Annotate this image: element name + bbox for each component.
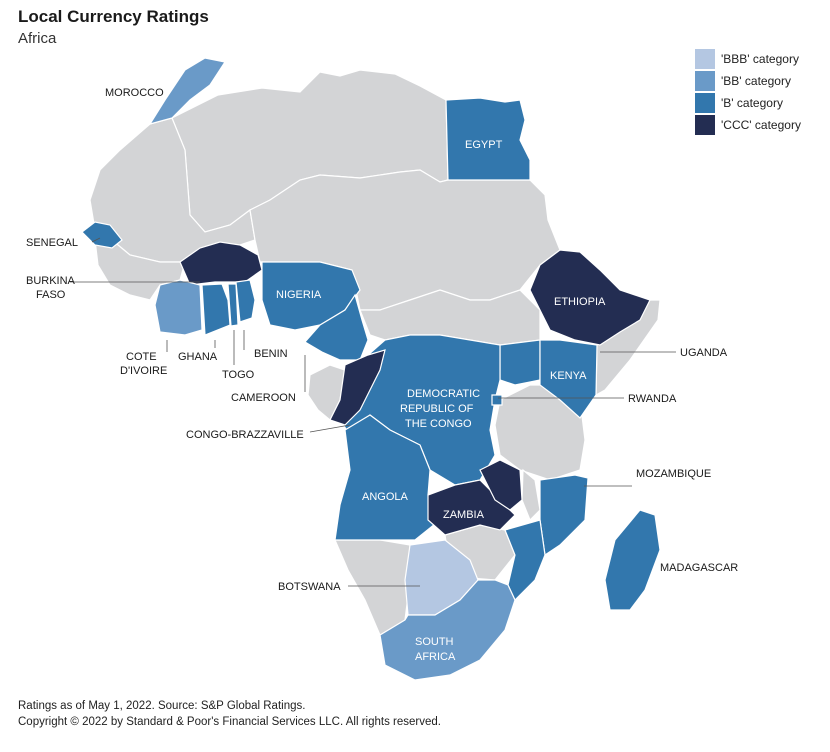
label-cameroon: CAMEROON (231, 392, 296, 404)
legend-label-ccc: 'CCC' category (721, 118, 801, 132)
label-togo: TOGO (222, 369, 255, 381)
label-rwanda: RWANDA (628, 393, 677, 405)
country-uganda (499, 339, 541, 386)
country-senegal (81, 221, 123, 249)
footer-source: Ratings as of May 1, 2022. Source: S&P G… (18, 700, 306, 712)
label-nigeria: NIGERIA (276, 289, 322, 301)
country-rwanda (491, 394, 503, 406)
label-south-africa-line2: AFRICA (415, 651, 456, 663)
country-burkina-faso (179, 241, 263, 286)
label-botswana: BOTSWANA (278, 581, 341, 593)
country-egypt (445, 97, 531, 181)
country-mozambique-south (504, 519, 546, 602)
label-cote-line2: D'IVOIRE (120, 365, 167, 377)
country-cameroon (304, 293, 369, 361)
country-ethiopia (529, 249, 651, 346)
legend-item-b: 'B' category (695, 92, 801, 114)
country-zimbabwe-dark (479, 459, 523, 511)
label-morocco: MOROCCO (105, 87, 164, 99)
label-burkina-line2: FASO (36, 289, 66, 301)
country-morocco (148, 57, 226, 125)
label-zambia: ZAMBIA (443, 509, 485, 521)
label-drc-line2: REPUBLIC OF (400, 403, 474, 415)
chart-title: Local Currency Ratings (18, 7, 209, 26)
legend-swatch-bbb (695, 49, 715, 69)
country-madagascar (604, 509, 661, 611)
country-ghana (201, 283, 231, 336)
legend-item-bbb: 'BBB' category (695, 48, 801, 70)
legend-label-bbb: 'BBB' category (721, 52, 799, 66)
label-cote-line1: COTE (126, 351, 157, 363)
legend-label-b: 'B' category (721, 96, 783, 110)
country-benin (235, 279, 256, 323)
label-angola: ANGOLA (362, 491, 409, 503)
country-togo (227, 283, 239, 327)
country-south-africa (379, 579, 516, 681)
country-mozambique-north (539, 474, 589, 557)
label-south-africa-line1: SOUTH (415, 636, 454, 648)
label-uganda: UGANDA (680, 347, 728, 359)
legend-swatch-b (695, 93, 715, 113)
label-madagascar: MADAGASCAR (660, 562, 738, 574)
legend-swatch-ccc (695, 115, 715, 135)
label-benin: BENIN (254, 348, 288, 360)
country-congo-brazzaville (329, 349, 386, 426)
legend-swatch-bb (695, 71, 715, 91)
label-drc-line1: DEMOCRATIC (407, 388, 480, 400)
label-congo-brazzaville: CONGO-BRAZZAVILLE (186, 429, 304, 441)
country-labels: MOROCCO EGYPT SENEGAL BURKINA FASO NIGER… (26, 87, 738, 663)
label-mozambique: MOZAMBIQUE (636, 468, 711, 480)
chart-subtitle: Africa (18, 30, 57, 47)
label-egypt: EGYPT (465, 139, 503, 151)
label-burkina-line1: BURKINA (26, 275, 76, 287)
leader-lines (70, 237, 676, 587)
africa-map: MOROCCO EGYPT SENEGAL BURKINA FASO NIGER… (26, 57, 738, 681)
legend-item-bb: 'BB' category (695, 70, 801, 92)
country-kenya (539, 339, 598, 419)
label-drc-line3: THE CONGO (405, 418, 472, 430)
label-kenya: KENYA (550, 370, 587, 382)
legend-label-bb: 'BB' category (721, 74, 791, 88)
label-ghana: GHANA (178, 351, 218, 363)
rated-countries (81, 57, 661, 681)
footer-copyright: Copyright © 2022 by Standard & Poor's Fi… (18, 716, 441, 728)
legend: 'BBB' category 'BB' category 'B' categor… (695, 48, 801, 136)
legend-item-ccc: 'CCC' category (695, 114, 801, 136)
label-ethiopia: ETHIOPIA (554, 296, 606, 308)
country-cote-divoire (154, 279, 203, 336)
label-senegal: SENEGAL (26, 237, 78, 249)
